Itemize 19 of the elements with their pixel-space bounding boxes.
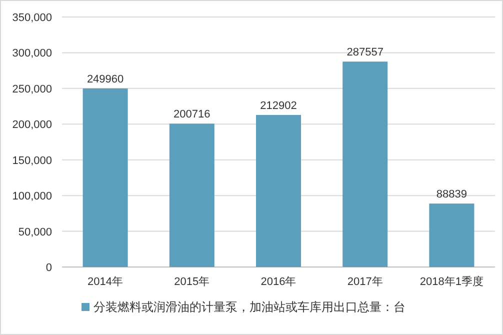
x-tick-label: 2015年 (174, 276, 210, 288)
data-label: 88839 (436, 188, 467, 201)
y-tick-label: 0 (46, 262, 52, 274)
x-tick-label: 2018年1季度 (420, 275, 484, 288)
data-label: 212902 (260, 100, 297, 112)
y-tick-label: 250,000 (12, 83, 52, 96)
y-tick-label: 100,000 (12, 190, 52, 203)
y-tick-label: 350,000 (12, 12, 52, 24)
x-tick-label: 2016年 (260, 276, 296, 288)
data-label: 200716 (174, 108, 210, 121)
legend-label: 分装燃料或润滑油的计量泵，加油站或车库用出口总量：台 (94, 300, 406, 314)
x-tick-label: 2017年 (347, 276, 383, 288)
y-tick-label: 150,000 (12, 154, 52, 167)
data-label: 287557 (346, 46, 384, 59)
x-tick-label: 2014年 (88, 276, 124, 288)
y-tick-label: 300,000 (12, 48, 52, 60)
y-tick-label: 50,000 (18, 226, 52, 238)
data-label: 249960 (86, 73, 124, 86)
y-tick-label: 200,000 (12, 119, 52, 132)
